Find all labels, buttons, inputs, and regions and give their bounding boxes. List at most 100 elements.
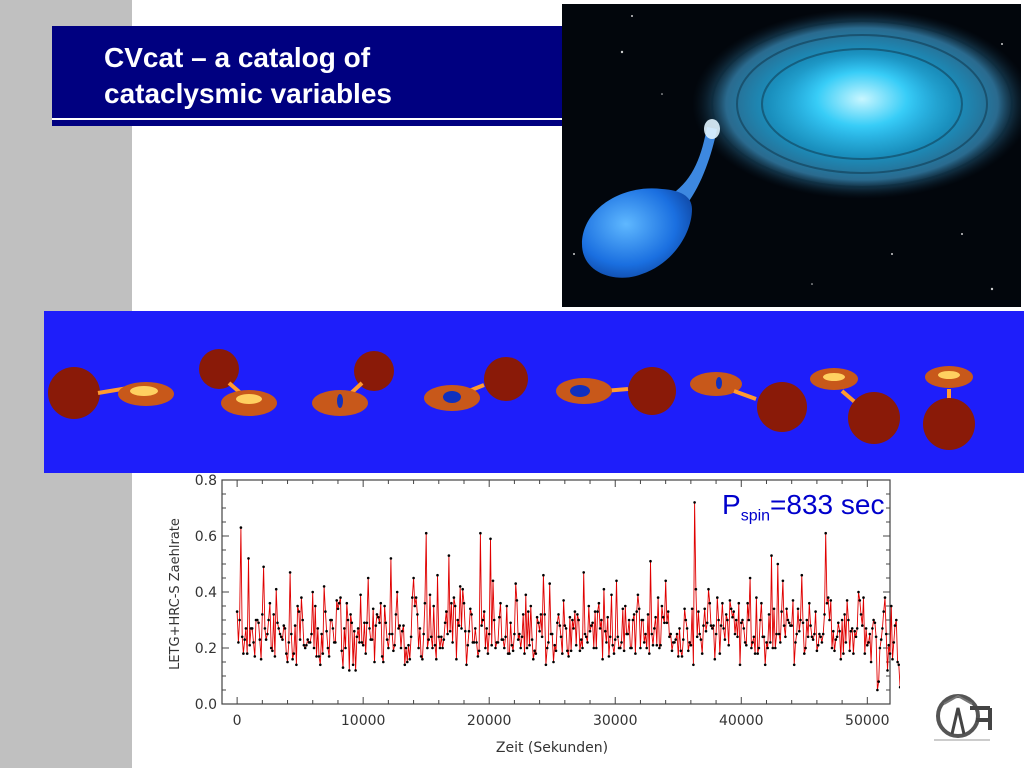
data-point	[331, 627, 335, 630]
data-point	[543, 613, 546, 616]
data-point	[448, 629, 452, 633]
y-tick-label: 0.2	[195, 641, 217, 657]
data-point	[845, 599, 849, 602]
data-point	[888, 652, 892, 655]
data-point	[482, 610, 486, 613]
data-point	[274, 587, 278, 591]
data-point	[553, 643, 556, 647]
x-axis-label: Zeit (Sekunden)	[496, 740, 608, 756]
data-point	[834, 638, 838, 641]
data-point	[418, 627, 422, 630]
data-point	[590, 624, 593, 627]
data-point	[858, 599, 862, 602]
data-point	[384, 621, 388, 625]
data-point	[774, 646, 777, 650]
data-point	[809, 624, 812, 627]
x-tick-label: 50000	[845, 713, 890, 729]
data-point	[600, 618, 603, 622]
data-point	[893, 624, 897, 627]
data-point	[501, 638, 505, 641]
data-point	[798, 629, 801, 633]
data-point	[334, 641, 337, 644]
data-point	[898, 685, 900, 689]
data-point	[485, 627, 489, 630]
data-point	[611, 643, 614, 647]
data-point	[266, 632, 269, 636]
data-point	[887, 643, 890, 647]
data-point	[350, 621, 354, 625]
data-point	[252, 641, 255, 644]
data-point	[630, 646, 633, 650]
data-point	[271, 649, 274, 653]
data-point	[702, 624, 705, 627]
data-point	[653, 627, 656, 630]
data-point	[520, 635, 524, 639]
data-point	[848, 649, 851, 653]
data-point	[547, 641, 550, 644]
data-point	[514, 582, 517, 585]
data-point	[612, 652, 616, 655]
data-point	[283, 627, 287, 630]
data-point	[881, 627, 884, 630]
data-point	[285, 652, 288, 655]
data-point	[441, 646, 444, 650]
data-point	[849, 629, 853, 633]
data-point	[762, 635, 766, 639]
data-point	[775, 632, 778, 636]
data-point	[537, 621, 540, 625]
data-point	[403, 663, 407, 667]
data-point	[682, 638, 685, 641]
data-point	[351, 663, 355, 667]
data-point	[479, 531, 482, 535]
data-point	[566, 649, 569, 653]
data-point	[438, 646, 442, 650]
data-point	[677, 655, 680, 658]
data-point	[605, 641, 608, 644]
data-point	[815, 649, 819, 653]
data-point	[559, 635, 563, 639]
data-point	[344, 646, 347, 650]
data-point	[375, 613, 379, 616]
data-point	[317, 655, 321, 658]
data-point	[879, 638, 883, 641]
data-point	[624, 604, 627, 608]
data-point	[742, 627, 746, 630]
data-point	[556, 621, 559, 625]
data-point	[786, 618, 790, 622]
data-point	[349, 613, 352, 616]
data-point	[697, 610, 700, 613]
data-point	[673, 641, 676, 644]
data-point	[345, 601, 349, 605]
data-point	[548, 582, 551, 585]
data-point	[291, 657, 294, 661]
data-point	[315, 655, 318, 658]
data-point	[756, 652, 759, 655]
data-point	[308, 641, 312, 644]
data-point	[721, 601, 724, 605]
data-point	[499, 601, 502, 605]
data-point	[276, 621, 279, 625]
data-point	[850, 627, 854, 630]
data-point	[801, 621, 805, 625]
data-point	[340, 649, 343, 653]
data-point	[694, 587, 698, 591]
data-point	[451, 641, 454, 644]
data-point	[646, 613, 650, 616]
data-point	[665, 621, 669, 625]
data-point	[330, 618, 333, 622]
data-point	[433, 643, 437, 647]
data-point	[243, 638, 246, 641]
data-point	[489, 537, 492, 541]
data-point	[805, 618, 809, 622]
data-point	[373, 660, 376, 664]
data-point	[795, 632, 798, 636]
data-point	[262, 565, 265, 569]
data-point	[833, 649, 836, 653]
data-point	[610, 593, 613, 597]
data-point	[613, 638, 617, 641]
data-point	[343, 627, 346, 630]
data-point	[421, 657, 424, 661]
data-point	[457, 624, 461, 627]
data-point	[651, 643, 655, 647]
data-point	[820, 641, 824, 644]
